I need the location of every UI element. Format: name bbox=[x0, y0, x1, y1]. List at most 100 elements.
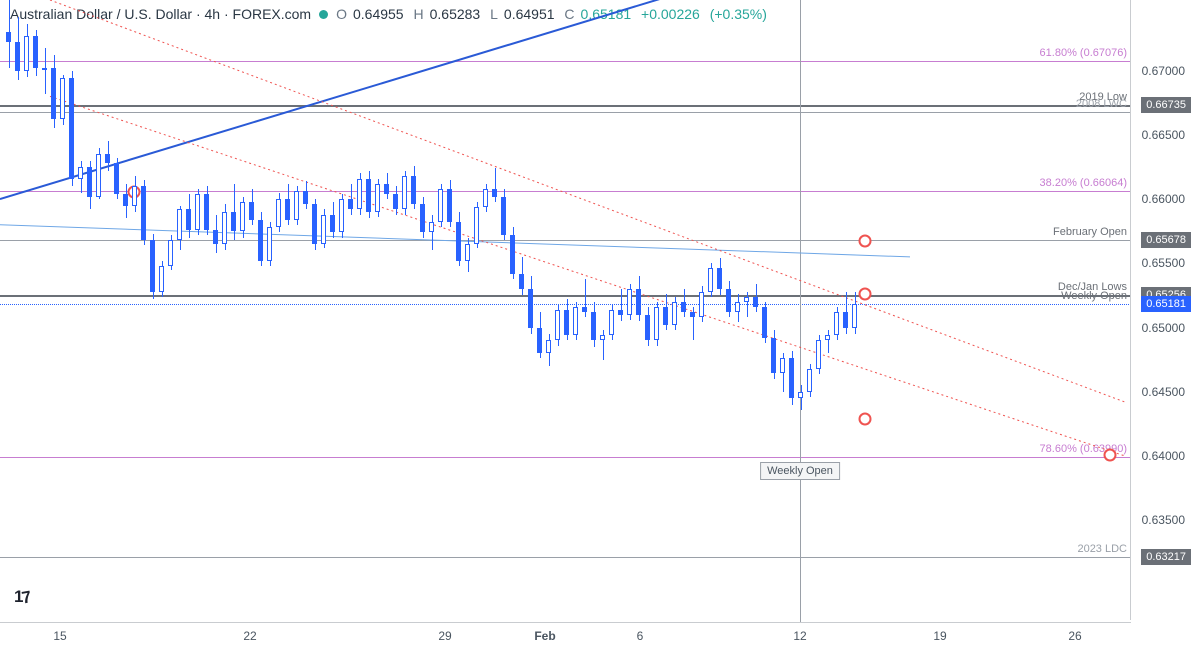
candle-body bbox=[303, 191, 308, 204]
ring-marker bbox=[859, 288, 872, 301]
x-tick: 15 bbox=[53, 629, 66, 643]
candle-body bbox=[843, 312, 848, 327]
candle-body bbox=[483, 189, 488, 207]
candle-body bbox=[357, 179, 362, 210]
candle-body bbox=[42, 68, 47, 70]
candle-body bbox=[708, 268, 713, 291]
y-tick: 0.66500 bbox=[1142, 128, 1185, 142]
candle-body bbox=[510, 235, 515, 274]
y-tick: 0.64500 bbox=[1142, 385, 1185, 399]
candle-body bbox=[339, 199, 344, 232]
candle-body bbox=[69, 78, 74, 178]
candle-body bbox=[321, 215, 326, 245]
candle-body bbox=[141, 186, 146, 240]
candle-wick bbox=[495, 168, 496, 201]
candle-body bbox=[33, 36, 38, 68]
candle-body bbox=[114, 163, 119, 194]
candle-body bbox=[402, 176, 407, 209]
candle-body bbox=[474, 207, 479, 244]
candle-body bbox=[204, 194, 209, 230]
y-axis[interactable]: 0.670000.665000.660000.655000.650000.645… bbox=[1130, 0, 1191, 620]
candle-body bbox=[87, 167, 92, 197]
candle-body bbox=[312, 204, 317, 244]
y-tick: 0.64000 bbox=[1142, 449, 1185, 463]
candle-body bbox=[573, 307, 578, 335]
price-tag: 0.63217 bbox=[1141, 549, 1191, 565]
candle-body bbox=[240, 202, 245, 232]
forex-chart[interactable]: Australian Dollar / U.S. Dollar · 4h · F… bbox=[0, 0, 1191, 653]
candle-body bbox=[78, 167, 83, 179]
candle-body bbox=[447, 189, 452, 222]
price-tag: 0.65678 bbox=[1141, 232, 1191, 248]
candle-body bbox=[96, 154, 101, 196]
candle-body bbox=[753, 297, 758, 307]
candle-body bbox=[618, 310, 623, 315]
y-tick: 0.66000 bbox=[1142, 192, 1185, 206]
candle-body bbox=[231, 212, 236, 231]
candle-body bbox=[195, 194, 200, 230]
plot-area[interactable]: 61.80% (0.67076)2019 Low2008 LWC38.20% (… bbox=[0, 0, 1131, 623]
candle-body bbox=[735, 302, 740, 312]
candle-body bbox=[159, 266, 164, 292]
candle-wick bbox=[432, 215, 433, 251]
candle-body bbox=[825, 335, 830, 340]
candle-body bbox=[330, 215, 335, 233]
candle-wick bbox=[828, 330, 829, 353]
candle-body bbox=[24, 36, 29, 71]
candle-body bbox=[294, 191, 299, 219]
candle-body bbox=[501, 197, 506, 236]
candle-wick bbox=[621, 289, 622, 321]
candle-body bbox=[834, 312, 839, 335]
candle-body bbox=[438, 189, 443, 222]
candle-body bbox=[186, 209, 191, 230]
candle-body bbox=[465, 244, 470, 261]
candle-body bbox=[285, 199, 290, 220]
price-tag: 0.65181 bbox=[1141, 296, 1191, 312]
candle-body bbox=[726, 289, 731, 312]
candle-body bbox=[582, 307, 587, 312]
candle-body bbox=[762, 307, 767, 338]
candle-body bbox=[375, 184, 380, 212]
candle-body bbox=[789, 358, 794, 398]
candle-body bbox=[690, 312, 695, 317]
candle-body bbox=[492, 189, 497, 197]
candle-body bbox=[267, 227, 272, 260]
tradingview-logo: 17 bbox=[14, 587, 31, 607]
candle-body bbox=[105, 154, 110, 163]
candle-body bbox=[249, 202, 254, 220]
candle-body bbox=[456, 222, 461, 261]
candle-body bbox=[816, 340, 821, 368]
candle-body bbox=[609, 310, 614, 336]
candle-body bbox=[528, 289, 533, 328]
x-axis[interactable]: 152229Feb6121926 bbox=[0, 622, 1131, 653]
candle-body bbox=[15, 42, 20, 70]
candle-body bbox=[852, 304, 857, 327]
candle-body bbox=[564, 310, 569, 336]
candle-body bbox=[681, 302, 686, 312]
ring-marker bbox=[859, 235, 872, 248]
candle-body bbox=[519, 274, 524, 289]
candle-body bbox=[627, 289, 632, 315]
x-tick: 29 bbox=[438, 629, 451, 643]
candle-body bbox=[213, 230, 218, 244]
candle-body bbox=[6, 32, 11, 42]
candle-body bbox=[600, 335, 605, 340]
ring-marker bbox=[859, 412, 872, 425]
candle-body bbox=[150, 240, 155, 291]
candle-body bbox=[771, 338, 776, 373]
candle-body bbox=[672, 302, 677, 325]
candle-body bbox=[366, 179, 371, 212]
y-tick: 0.63500 bbox=[1142, 513, 1185, 527]
candle-body bbox=[591, 312, 596, 340]
candle-body bbox=[123, 194, 128, 206]
candle-body bbox=[663, 307, 668, 325]
candle-body bbox=[60, 78, 65, 119]
candle-body bbox=[222, 212, 227, 244]
candle-body bbox=[798, 392, 803, 398]
candle-body bbox=[807, 369, 812, 392]
candle-body bbox=[168, 240, 173, 266]
candle-body bbox=[699, 292, 704, 318]
candle-body bbox=[645, 315, 650, 341]
candle-body bbox=[276, 199, 281, 227]
candle-body bbox=[132, 186, 137, 205]
